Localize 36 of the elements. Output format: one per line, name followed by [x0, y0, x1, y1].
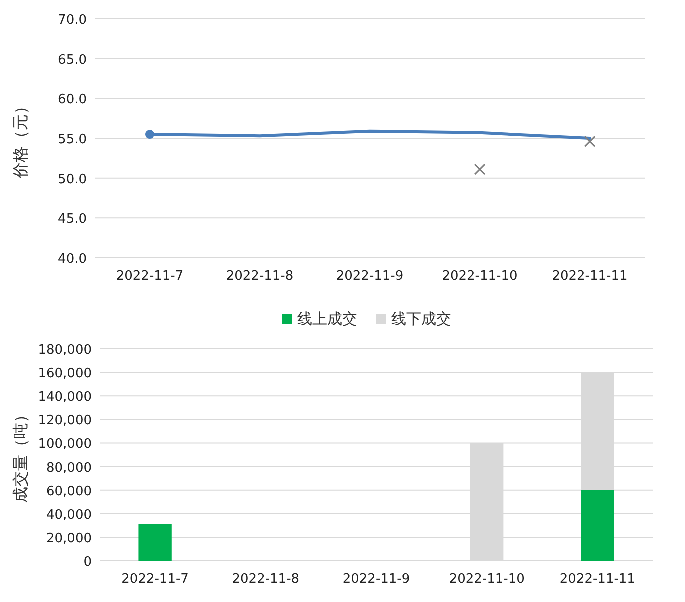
point	[146, 130, 154, 140]
y-tick-label: 50.0	[58, 172, 87, 188]
legend-label: 线上成交	[298, 310, 358, 328]
y-tick-label: 45.0	[58, 212, 87, 228]
y-tick-label: 60,000	[46, 484, 92, 500]
y-tick-label: 55.0	[58, 132, 87, 148]
y-tick-label: 40,000	[46, 508, 92, 523]
legend-label: 线下成交	[392, 310, 452, 328]
x-tick-label: 2022-11-10	[449, 572, 525, 587]
y-tick-label: 70.0	[58, 13, 87, 28]
y-tick-label: 100,000	[38, 437, 92, 452]
y-tick-label: 160,000	[38, 366, 92, 382]
x-tick-label: 2022-11-8	[232, 572, 300, 587]
x-tick-label: 2022-11-9	[336, 269, 404, 284]
y-tick-label: 60.0	[58, 92, 87, 108]
y-tick-label: 180,000	[38, 343, 92, 358]
point	[584, 136, 596, 148]
y-tick-label: 40.0	[58, 252, 87, 267]
y-tick-label: 120,000	[38, 414, 92, 429]
y-tick-label: 80,000	[46, 460, 92, 476]
x-tick-label: 2022-11-7	[116, 269, 184, 284]
x-tick-label: 2022-11-11	[560, 572, 636, 587]
x-tick-label: 2022-11-11	[552, 269, 628, 284]
bar	[581, 490, 614, 561]
y-tick-label: 20,000	[46, 531, 92, 546]
bar	[138, 524, 172, 561]
x-tick-label: 2022-11-10	[442, 269, 518, 284]
y-tick-label: 140,000	[38, 390, 92, 406]
point	[474, 164, 486, 176]
x-tick-label: 2022-11-7	[122, 572, 189, 587]
x-tick-label: 2022-11-9	[342, 572, 410, 587]
y-tick-label: 65.0	[58, 52, 87, 68]
y-axis-title: 成交量（吨）	[11, 407, 30, 503]
y-axis-title: 价格（元）	[11, 98, 30, 180]
x-tick-label: 2022-11-8	[226, 269, 294, 284]
y-tick-label: 0	[84, 555, 92, 570]
